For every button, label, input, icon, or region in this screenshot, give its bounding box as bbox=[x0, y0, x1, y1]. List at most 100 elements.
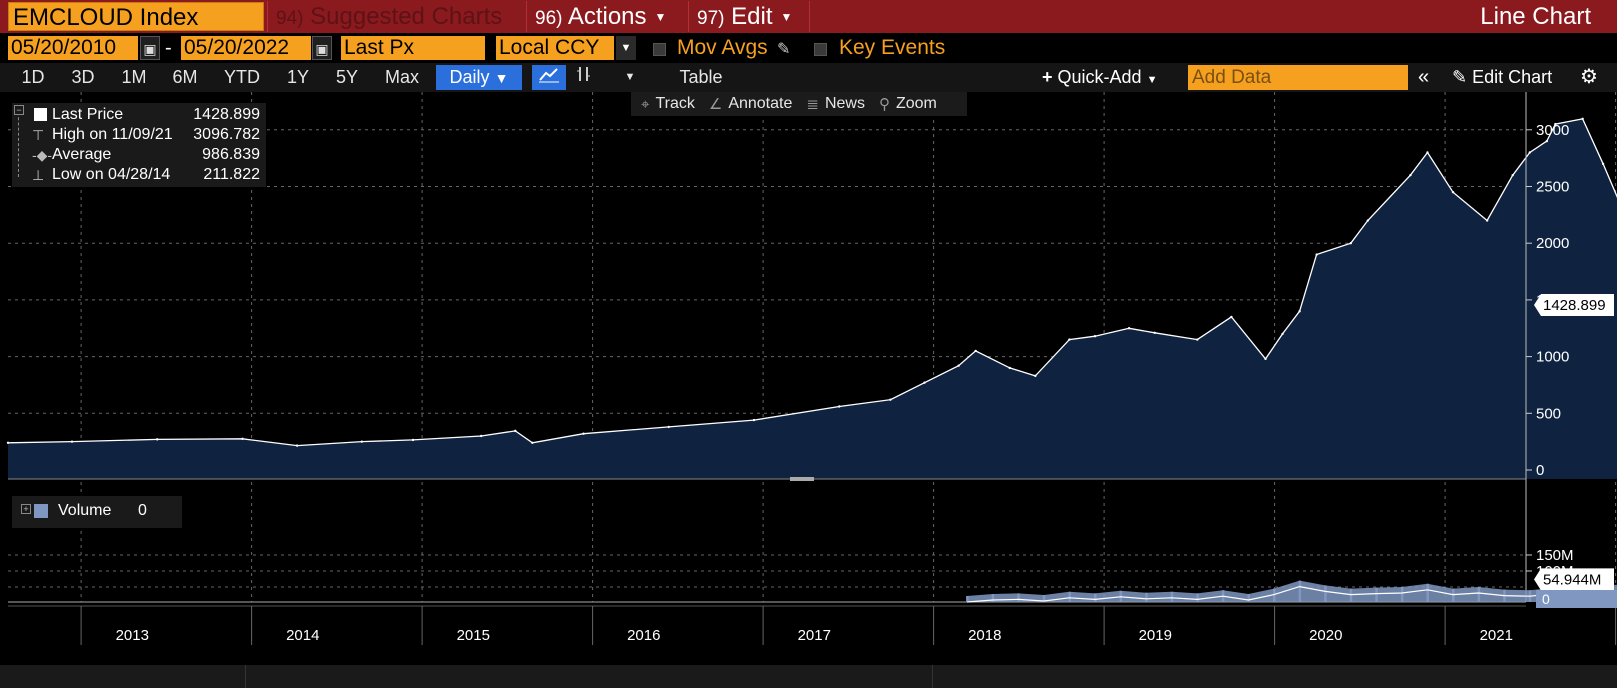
period-max[interactable]: Max bbox=[384, 67, 419, 87]
volume-zero-tag-bg bbox=[1536, 590, 1617, 608]
annotate-tool[interactable]: ∠ Annotate bbox=[709, 95, 793, 113]
volume-bar bbox=[1196, 593, 1199, 602]
price-point bbox=[514, 429, 517, 433]
price-point bbox=[1554, 122, 1557, 126]
field-selector[interactable]: Last Px bbox=[341, 36, 485, 60]
period-6m[interactable]: 6M bbox=[172, 67, 198, 87]
period-1d[interactable]: 1D bbox=[21, 67, 45, 87]
tool-label: Annotate bbox=[728, 95, 793, 112]
annotate-icon: ∠ bbox=[708, 96, 723, 113]
quick-add-button[interactable]: + Quick-Add ▼ bbox=[1042, 65, 1157, 90]
volume-legend[interactable]: + Volume 0 bbox=[12, 496, 182, 528]
price-point bbox=[1068, 338, 1071, 341]
price-tag: 1428.899 bbox=[1543, 297, 1606, 314]
pencil-icon[interactable]: ✎ bbox=[777, 41, 791, 58]
mov-avgs-label[interactable]: Mov Avgs bbox=[677, 36, 768, 59]
legend-average: -◆- Average 986.839 bbox=[12, 145, 266, 165]
suggested-charts-menu[interactable]: 94) Suggested Charts bbox=[267, 1, 526, 32]
menu-number: 97) bbox=[697, 8, 725, 29]
legend-label: High on 11/09/21 bbox=[52, 126, 173, 143]
collapse-icon[interactable]: « bbox=[1418, 66, 1430, 88]
gear-icon[interactable]: ⚙ bbox=[1580, 66, 1598, 88]
menu-label: Edit bbox=[731, 3, 773, 30]
end-date-field[interactable]: 05/20/2022 bbox=[181, 36, 311, 60]
legend-label: Average bbox=[52, 146, 112, 163]
chart-style-dropdown-icon[interactable]: ▼ bbox=[624, 71, 636, 83]
track-tool[interactable]: ⌖ Track bbox=[641, 95, 695, 113]
price-point bbox=[1485, 219, 1489, 222]
volume-bar bbox=[1247, 594, 1250, 602]
price-point bbox=[480, 434, 483, 438]
legend-last-price[interactable]: Last Price 1428.899 bbox=[12, 105, 266, 125]
table-button[interactable]: Table bbox=[679, 67, 723, 87]
chart-area[interactable]: 050010001500200025003000150M100M20132014… bbox=[0, 92, 1617, 665]
candle-chart-icon[interactable] bbox=[570, 65, 598, 90]
volume-tick-label: 150M bbox=[1536, 547, 1574, 564]
frequency-dropdown[interactable]: Daily ▼ bbox=[436, 65, 522, 90]
line-chart-icon[interactable] bbox=[532, 65, 566, 90]
price-point bbox=[957, 364, 960, 367]
price-tag-bg bbox=[1534, 293, 1614, 316]
collapse-box-icon[interactable]: − bbox=[14, 105, 24, 115]
panel-resize-handle[interactable] bbox=[790, 477, 814, 481]
actions-menu[interactable]: 96) Actions ▼ bbox=[526, 1, 688, 32]
volume-bar bbox=[1145, 592, 1148, 602]
currency-selector[interactable]: Local CCY bbox=[496, 36, 614, 60]
price-point bbox=[1127, 327, 1131, 330]
tool-label: Zoom bbox=[895, 95, 937, 112]
x-tick-label: 2017 bbox=[798, 627, 831, 644]
period-ytd[interactable]: YTD bbox=[224, 67, 260, 87]
price-point bbox=[360, 440, 364, 443]
x-tick-label: 2018 bbox=[968, 627, 1001, 644]
date-separator: - bbox=[165, 37, 172, 59]
caret-down-icon: ▼ bbox=[494, 70, 509, 86]
volume-bar bbox=[1349, 588, 1353, 602]
mov-avgs-checkbox[interactable] bbox=[653, 43, 666, 56]
currency-dropdown-icon[interactable]: ▼ bbox=[616, 36, 636, 60]
price-point bbox=[1153, 331, 1156, 334]
period-5y[interactable]: 5Y bbox=[335, 67, 359, 87]
menu-label: Actions bbox=[567, 3, 647, 30]
volume-bar bbox=[1094, 593, 1097, 602]
x-tick-label: 2020 bbox=[1309, 627, 1342, 644]
edit-menu[interactable]: 97) Edit ▼ bbox=[688, 1, 810, 32]
price-legend: − Last Price 1428.899 ⊤ High on 11/09/21… bbox=[12, 103, 266, 187]
volume-zero-tag: 0 bbox=[1542, 591, 1550, 607]
x-tick-label: 2019 bbox=[1139, 627, 1172, 644]
key-events-label[interactable]: Key Events bbox=[839, 36, 946, 59]
news-tool[interactable]: ≣ News bbox=[806, 95, 865, 113]
volume-bar bbox=[1273, 588, 1276, 602]
magnifier-icon: ⚲ bbox=[878, 96, 890, 113]
price-point bbox=[1264, 357, 1267, 361]
period-1y[interactable]: 1Y bbox=[286, 67, 310, 87]
price-point bbox=[838, 405, 841, 408]
average-marker-icon: -◆- bbox=[32, 147, 53, 163]
y-tick-label: 1000 bbox=[1536, 349, 1569, 366]
price-point bbox=[241, 437, 244, 441]
zoom-tool[interactable]: ⚲ Zoom bbox=[879, 95, 937, 113]
price-point bbox=[667, 425, 670, 429]
edit-chart-button[interactable]: ✎ Edit Chart bbox=[1452, 65, 1552, 90]
calendar-icon[interactable]: ▣ bbox=[140, 36, 160, 60]
price-point bbox=[531, 441, 534, 444]
period-3d[interactable]: 3D bbox=[71, 67, 95, 87]
price-point bbox=[1315, 253, 1318, 256]
key-events-checkbox[interactable] bbox=[814, 43, 827, 56]
volume-bar bbox=[1068, 591, 1071, 602]
period-1m[interactable]: 1M bbox=[121, 67, 147, 87]
start-date-field[interactable]: 05/20/2010 bbox=[8, 36, 138, 60]
calendar-icon[interactable]: ▣ bbox=[312, 36, 332, 60]
price-point bbox=[889, 398, 892, 401]
add-data-input[interactable]: Add Data bbox=[1188, 65, 1408, 90]
price-point bbox=[1511, 173, 1514, 177]
plus-icon: + bbox=[1042, 67, 1053, 87]
price-point bbox=[411, 438, 415, 442]
caret-down-icon: ▼ bbox=[1146, 74, 1158, 86]
price-point bbox=[1281, 332, 1284, 336]
collapse-box-icon[interactable]: + bbox=[21, 504, 31, 514]
price-point bbox=[156, 438, 159, 441]
security-field[interactable]: EMCLOUD Index bbox=[8, 2, 264, 31]
crosshair-icon: ⌖ bbox=[641, 95, 650, 113]
price-point bbox=[1093, 334, 1097, 338]
